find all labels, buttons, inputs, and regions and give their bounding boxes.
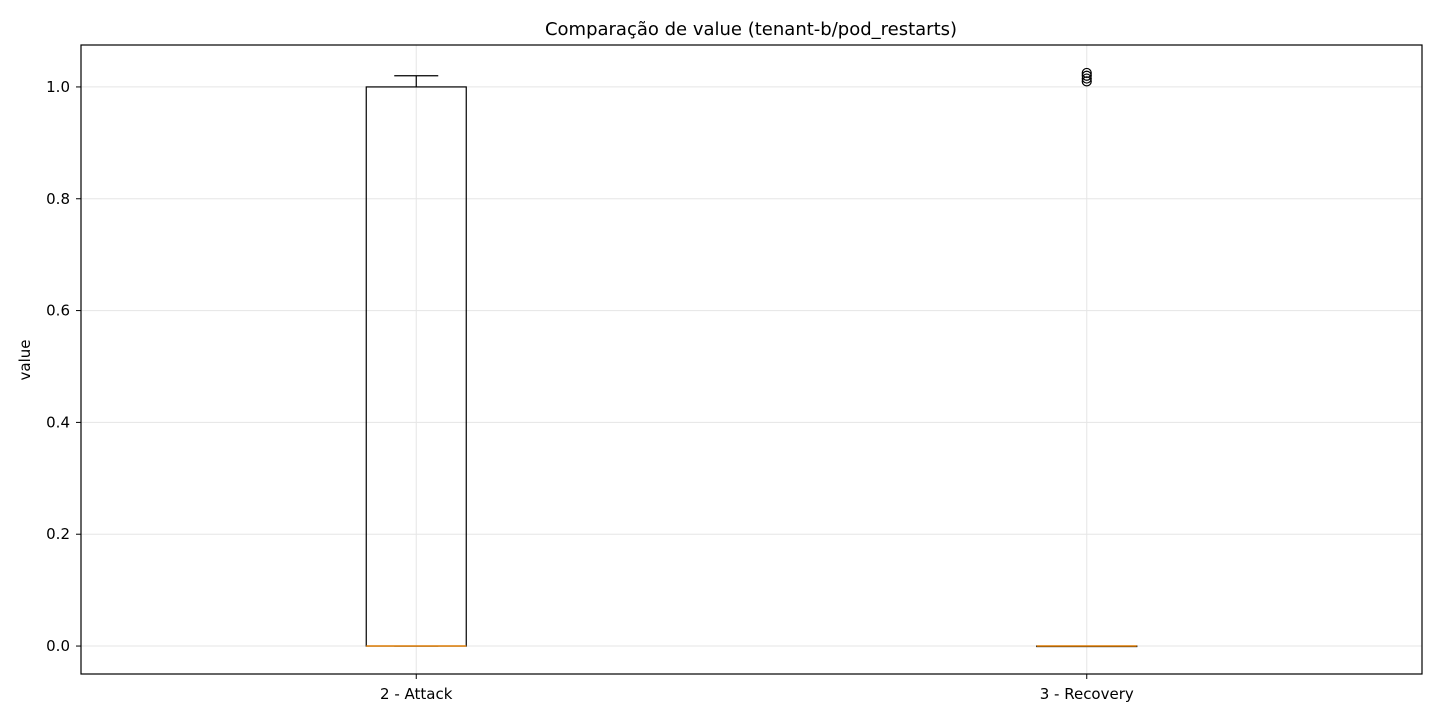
box-2 [1036, 67, 1138, 648]
y-tick-label: 0.0 [46, 637, 70, 655]
outlier-point [1081, 76, 1092, 87]
outlier-point [1081, 70, 1092, 81]
y-tick-label: 0.6 [46, 302, 70, 320]
y-tick-label: 0.8 [46, 190, 70, 208]
x-tick-label: 3 - Recovery [1040, 685, 1134, 703]
outlier-point [1081, 73, 1092, 84]
plot-frame [80, 44, 1423, 675]
grid-layer [81, 45, 1422, 674]
box-1 [365, 75, 467, 647]
y-tick-label: 1.0 [46, 78, 70, 96]
y-axis-label: value [16, 340, 34, 381]
box-layer [365, 67, 1138, 648]
outlier-point [1081, 67, 1092, 79]
y-tick-label: 0.2 [46, 525, 70, 543]
chart-title: Comparação de value (tenant-b/pod_restar… [545, 19, 957, 40]
axis-layer: 0.0 0.2 0.4 0.6 0.8 1.0 2 - Attack 3 - Recovery [46, 44, 1423, 703]
x-tick-label: 2 - Attack [380, 685, 453, 703]
y-tick-label: 0.4 [46, 413, 70, 431]
